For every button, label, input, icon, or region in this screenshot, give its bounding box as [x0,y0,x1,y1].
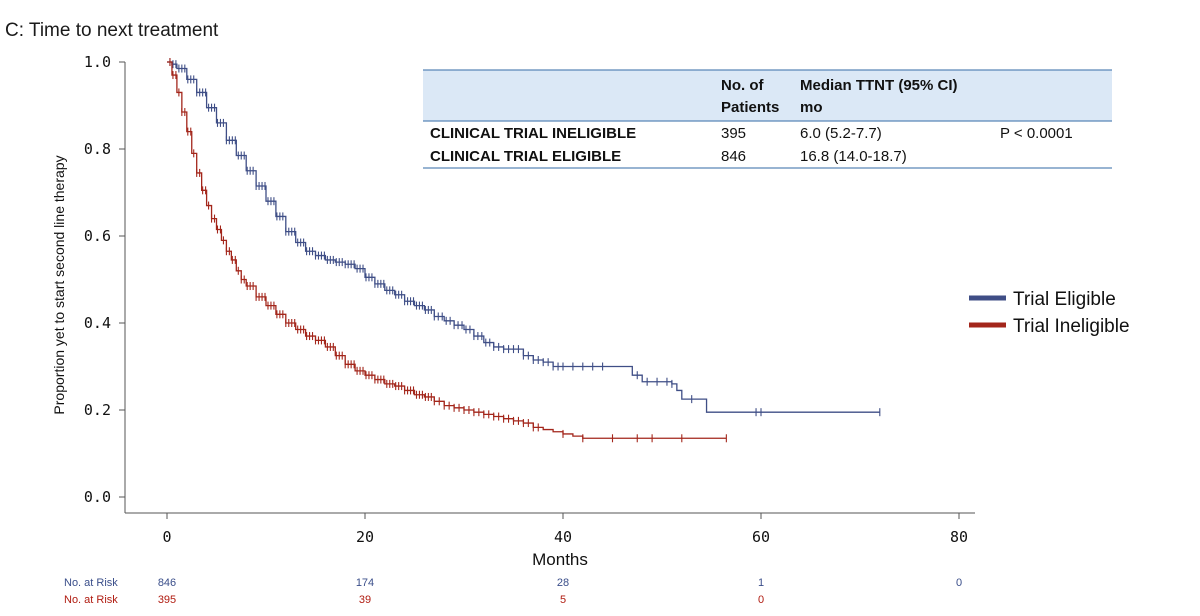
y-tick-label: 0.2 [84,401,111,419]
x-tick-label: 0 [162,528,171,546]
series-layer [167,58,881,443]
x-tick-label: 80 [950,528,968,546]
risk-value: 395 [158,594,176,606]
table-header-patients-line1: No. of [721,77,764,94]
risk-table: No. at Risk 846 174 28 1 0No. at Risk 395 39 5 0 [64,577,962,606]
table-header-median-line2: mo [800,99,823,116]
risk-value: 39 [359,594,371,606]
legend-label-trial-eligible: Trial Eligible [1013,289,1116,310]
y-tick-label: 1.0 [84,53,111,71]
risk-value: 174 [356,577,374,589]
risk-value: 0 [956,577,962,589]
legend-label-trial-ineligible: Trial Ineligible [1013,316,1130,337]
table-row-n: 395 [721,125,746,142]
y-tick-label: 0.8 [84,140,111,158]
y-tick-label: 0.6 [84,227,111,245]
risk-value: 28 [557,577,569,589]
x-axis-label: Months [532,550,588,569]
table-row-label: CLINICAL TRIAL INELIGIBLE [430,125,636,142]
risk-value: 846 [158,577,176,589]
chart-axes: 0.0 0.2 0.4 0.6 0.8 1.0 0 20 40 60 80 [84,53,975,546]
risk-row-label: No. at Risk [64,577,118,589]
table-header-background [423,70,1112,121]
y-tick-label: 0.4 [84,314,111,332]
table-row-n: 846 [721,148,746,165]
y-axis-label: Proportion yet to start second line ther… [51,155,67,414]
table-row-median: 6.0 (5.2-7.7) [800,125,882,142]
x-tick-label: 20 [356,528,374,546]
km-curve [167,61,880,413]
risk-value: 1 [758,577,764,589]
risk-row-label: No. at Risk [64,594,118,606]
chart-title: C: Time to next treatment [5,20,219,41]
summary-table: No. of Patients Median TTNT (95% CI) mo … [423,69,1112,169]
series-trial-ineligible [167,58,727,443]
legend: Trial Eligible Trial Ineligible [969,289,1130,337]
table-row-label: CLINICAL TRIAL ELIGIBLE [430,148,621,165]
x-tick-label: 60 [752,528,770,546]
table-row-p-value: P < 0.0001 [1000,125,1073,142]
y-tick-label: 0.0 [84,488,111,506]
series-trial-eligible [167,58,881,417]
table-header-patients-line2: Patients [721,99,779,116]
risk-value: 0 [758,594,764,606]
risk-value: 5 [560,594,566,606]
table-header-median-line1: Median TTNT (95% CI) [800,77,958,94]
table-row-median: 16.8 (14.0-18.7) [800,148,907,165]
x-tick-label: 40 [554,528,572,546]
